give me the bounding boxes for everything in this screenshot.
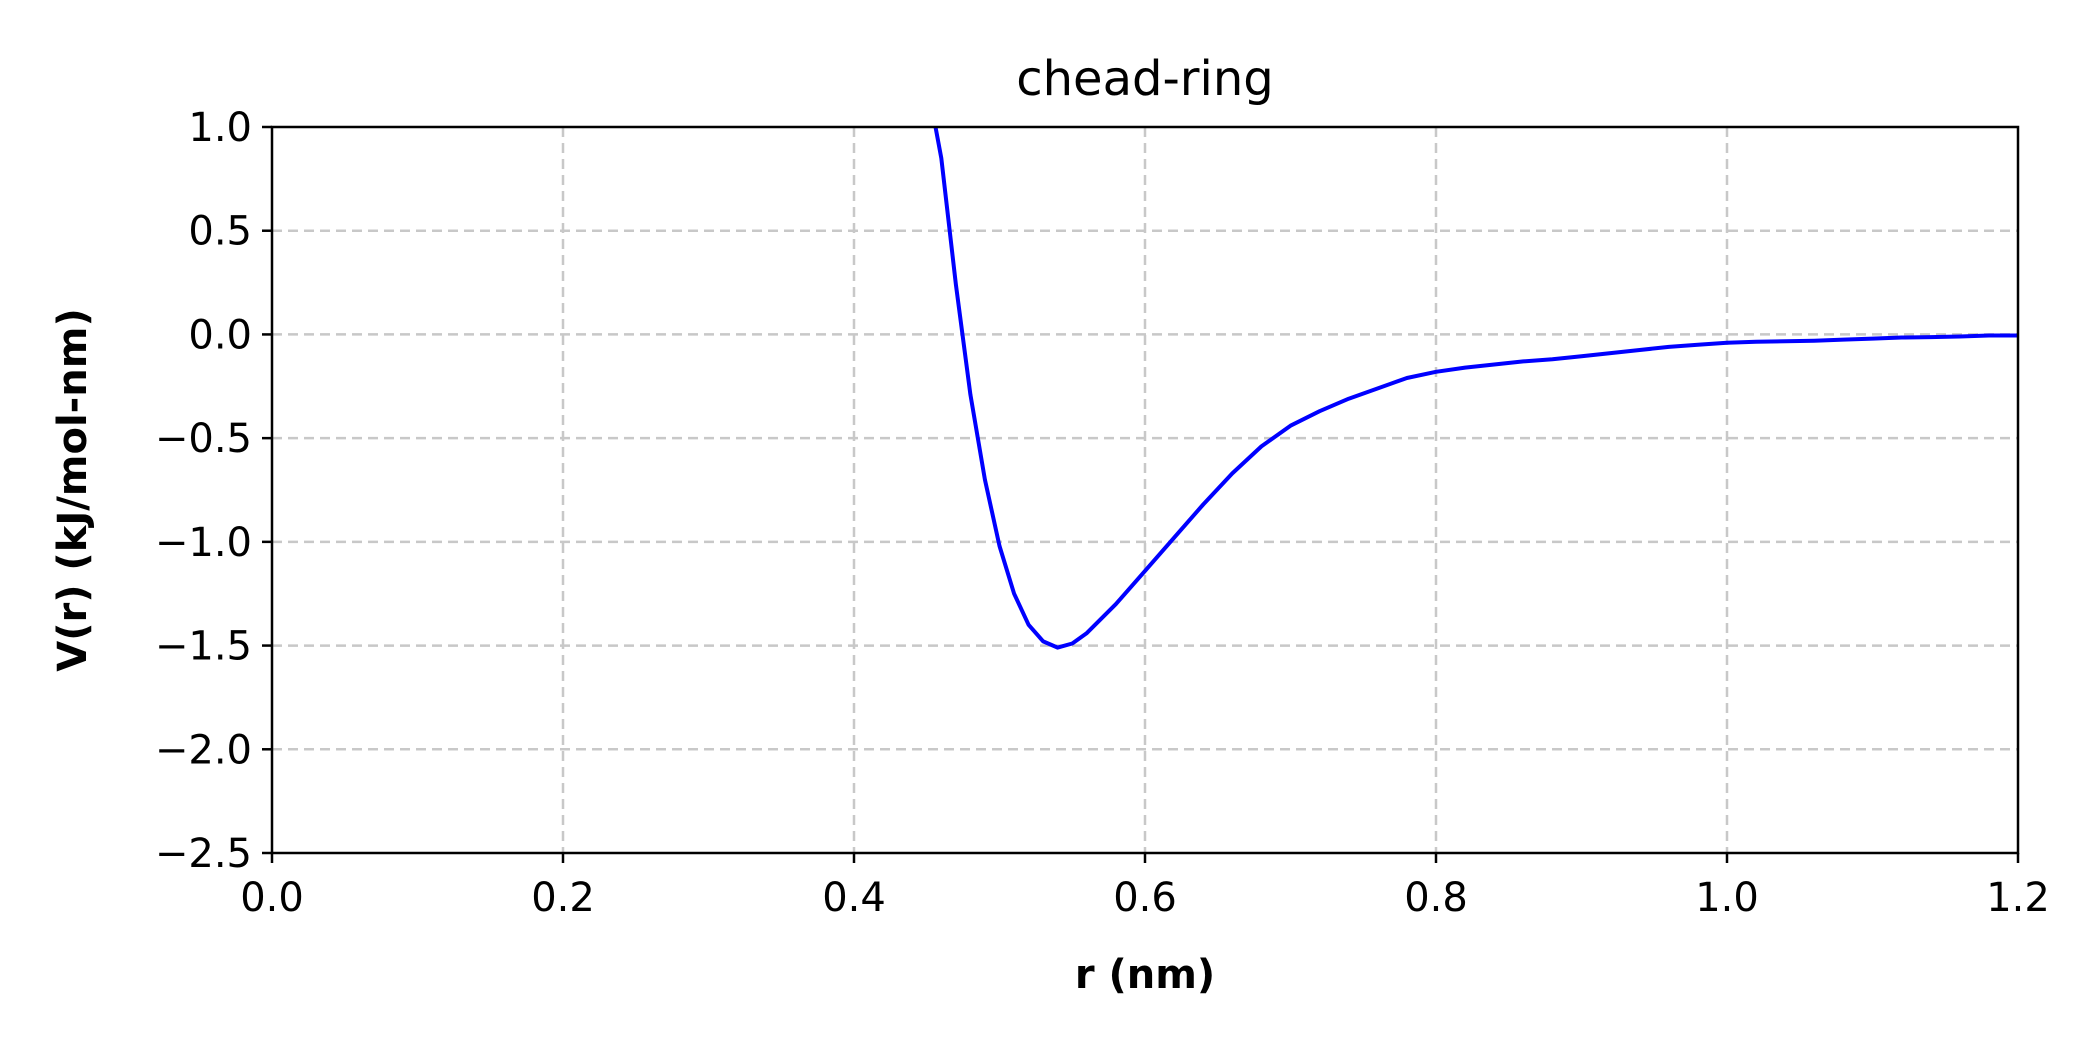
series-group: [933, 127, 2018, 650]
x-tick-label: 0.2: [531, 875, 595, 921]
x-tick-label: 0.6: [1113, 875, 1177, 921]
x-tick-label: 0.0: [240, 875, 304, 921]
x-tick-label: 1.2: [1986, 875, 2050, 921]
x-tick-label: 0.8: [1404, 875, 1468, 921]
y-tick-label: −0.5: [155, 416, 252, 462]
y-tick-label: −2.0: [155, 727, 252, 773]
x-tick-label: 1.0: [1695, 875, 1759, 921]
y-tick-label: 0.0: [188, 312, 252, 358]
y-axis-label: V(r) (kJ/mol-nm): [50, 308, 96, 671]
y-tick-label: −1.0: [155, 520, 252, 566]
x-axis: 0.0 0.2 0.4 0.6 0.8 1.0 1.2: [240, 853, 2050, 921]
y-tick-label: 1.0: [188, 105, 252, 151]
x-tick-label: 0.4: [822, 875, 886, 921]
chart-title: chead-ring: [1016, 51, 1274, 107]
y-tick-label: −2.5: [155, 831, 252, 877]
y-tick-label: 0.5: [188, 209, 252, 255]
x-axis-label: r (nm): [1075, 952, 1215, 998]
grid: [272, 127, 2018, 853]
y-tick-label: −1.5: [155, 624, 252, 670]
y-axis: −2.5 −2.0 −1.5 −1.0 −0.5 0.0 0.5 1.0: [155, 105, 272, 877]
series-line: [933, 127, 2018, 650]
